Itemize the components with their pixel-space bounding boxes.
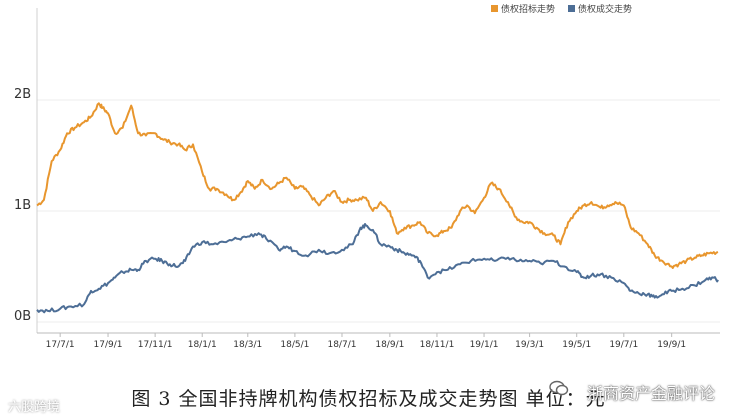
wechat-icon (549, 380, 569, 396)
series-line-1 (36, 223, 719, 314)
x-tick-label: 18/11/1 (420, 340, 455, 350)
x-tick-label: 18/5/1 (280, 340, 309, 350)
x-tick-label: 18/7/1 (327, 340, 356, 350)
y-tick-label: 0B (14, 309, 31, 324)
x-tick-label: 19/1/1 (470, 340, 499, 350)
figure-caption: 图 3 全国非持牌机构债权招标及成交走势图 单位：元 (131, 388, 606, 410)
legend-label-1: 债权成交走势 (578, 3, 632, 15)
x-tick-label: 17/9/1 (94, 340, 123, 350)
x-tick-label: 17/11/1 (138, 340, 173, 350)
legend-swatch-1 (568, 5, 575, 12)
series-line-0 (36, 102, 719, 269)
x-tick-label: 19/9/1 (657, 340, 686, 350)
legend-label-0: 债权招标走势 (501, 3, 555, 15)
x-tick-label: 19/7/1 (609, 340, 638, 350)
brand-label: 浙商资产金融评论 (586, 384, 715, 403)
x-tick-labels: 17/7/1 17/9/1 17/11/1 18/1/1 18/3/1 18/5/1 18/… (46, 333, 686, 350)
x-tick-label: 18/1/1 (188, 340, 217, 350)
line-chart: 0B 1B 2B 17/7/1 17/9/1 17/11/1 18/1/1 18/3/1 18… (14, 3, 720, 350)
watermark-text: 六股跨境 (8, 400, 61, 415)
x-tick-label: 19/3/1 (515, 340, 544, 350)
x-tick-label: 17/7/1 (46, 340, 75, 350)
x-tick-label: 19/5/1 (562, 340, 591, 350)
y-tick-labels: 0B 1B 2B (14, 87, 31, 324)
gridlines (37, 99, 720, 323)
legend: 债权招标走势 债权成交走势 (491, 3, 632, 15)
legend-swatch-0 (491, 5, 498, 12)
y-tick-label: 1B (14, 198, 31, 213)
x-tick-label: 18/9/1 (375, 340, 404, 350)
x-tick-label: 18/3/1 (233, 340, 262, 350)
series-lines (36, 102, 719, 314)
y-tick-label: 2B (14, 87, 31, 102)
